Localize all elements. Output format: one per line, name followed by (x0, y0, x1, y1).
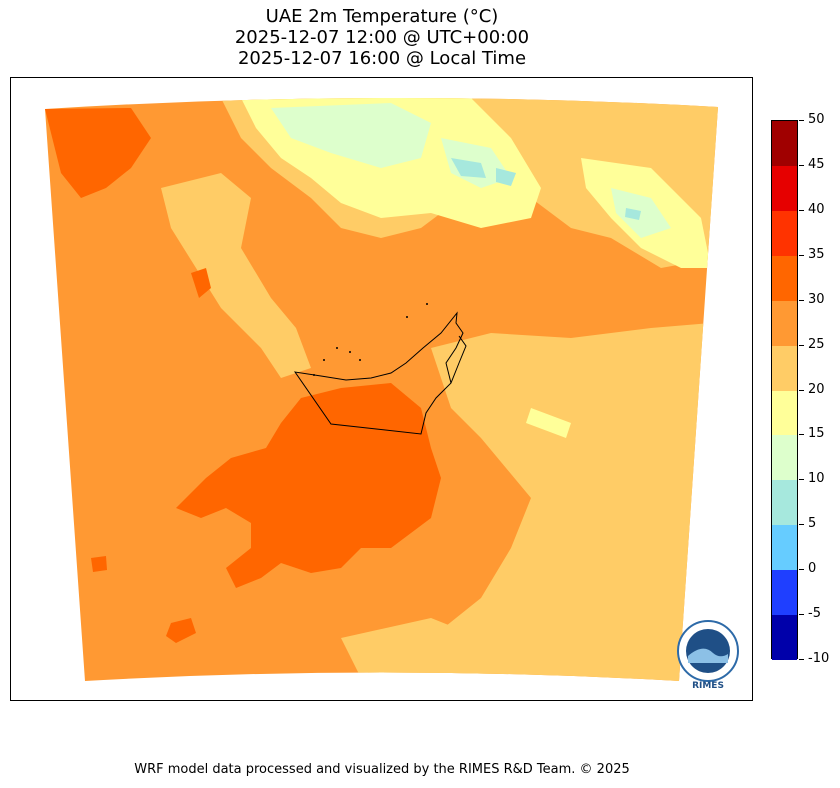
title-utc-time: 2025-12-07 12:00 @ UTC+00:00 (234, 27, 530, 48)
colorbar-tick-label: 20 (808, 381, 825, 397)
colorbar-tick (799, 299, 804, 301)
colorbar-bin (772, 570, 797, 616)
zone-30-35-central (176, 383, 441, 588)
colorbar-bin (772, 255, 797, 301)
colorbar-tick (799, 614, 804, 616)
colorbar-tick (799, 389, 804, 391)
title-local-time: 2025-12-07 16:00 @ Local Time (237, 48, 527, 69)
map-title: UAE 2m Temperature (°C) 2025-12-07 12:00… (0, 6, 764, 69)
colorbar-tick-label: 40 (808, 201, 825, 217)
colorbar-tick-label: 50 (808, 112, 825, 127)
colorbar-bin (772, 165, 797, 211)
temperature-map: RIMES (45, 97, 739, 691)
zone-5-10-patch-3 (625, 208, 641, 220)
map-panel: RIMES (10, 77, 753, 701)
colorbar-tick (799, 524, 804, 526)
zone-30-35-patch-sw2 (91, 556, 107, 572)
zone-15-20-strip (526, 408, 571, 438)
colorbar-tick (799, 344, 804, 346)
colorbar-bin (772, 300, 797, 346)
zone-20-25-east (366, 323, 711, 682)
zone-10-15-northeast (611, 188, 671, 238)
colorbar-tick-label: 45 (808, 156, 825, 172)
colorbar-bin (772, 210, 797, 256)
zone-30-35-patch-sw (166, 618, 196, 643)
colorbar-bin (772, 525, 797, 571)
zone-30-35-northwest (45, 108, 151, 198)
country-boundary (293, 311, 467, 435)
colorbar-tick-label: -10 (808, 651, 830, 666)
colorbar-tick-label: 0 (808, 561, 817, 577)
colorbar-bin (772, 480, 797, 526)
colorbar-tick-label: 25 (808, 336, 825, 352)
colorbar-tick (799, 569, 804, 571)
colorbar-bin (772, 121, 797, 166)
colorbar-tick (799, 659, 804, 660)
colorbar-bin (772, 390, 797, 436)
colorbar-tick (799, 434, 804, 436)
colorbar-tick-label: -5 (808, 606, 821, 622)
colorbar-tick (799, 254, 804, 256)
colorbar-tick-label: 30 (808, 291, 825, 307)
colorbar-tick (799, 479, 804, 481)
temperature-colorbar (771, 120, 798, 661)
colorbar-tick (799, 164, 804, 166)
colorbar-tick-label: 10 (808, 471, 825, 487)
colorbar-bin (772, 615, 797, 661)
colorbar-tick (799, 209, 804, 211)
zone-20-25-southeast-patch (341, 618, 491, 678)
zone-5-10-patch-1 (451, 158, 486, 178)
zone-10-15-north (271, 103, 431, 168)
zone-20-25-northwest (161, 173, 311, 378)
colorbar-tick (799, 120, 804, 121)
rimes-logo-text: RIMES (692, 681, 724, 691)
rimes-logo: RIMES (677, 620, 739, 691)
colorbar-bin (772, 345, 797, 391)
zone-5-10-patch-2 (496, 168, 516, 186)
colorbar-tick-label: 15 (808, 426, 825, 442)
zone-30-35-patch-west (191, 268, 211, 298)
colorbar-bin (772, 435, 797, 481)
colorbar-tick-label: 35 (808, 246, 825, 262)
islands (313, 303, 428, 376)
footer-credit: WRF model data processed and visualized … (134, 762, 630, 777)
colorbar-tick-label: 5 (808, 516, 817, 532)
title-variable: UAE 2m Temperature (°C) (265, 6, 499, 27)
